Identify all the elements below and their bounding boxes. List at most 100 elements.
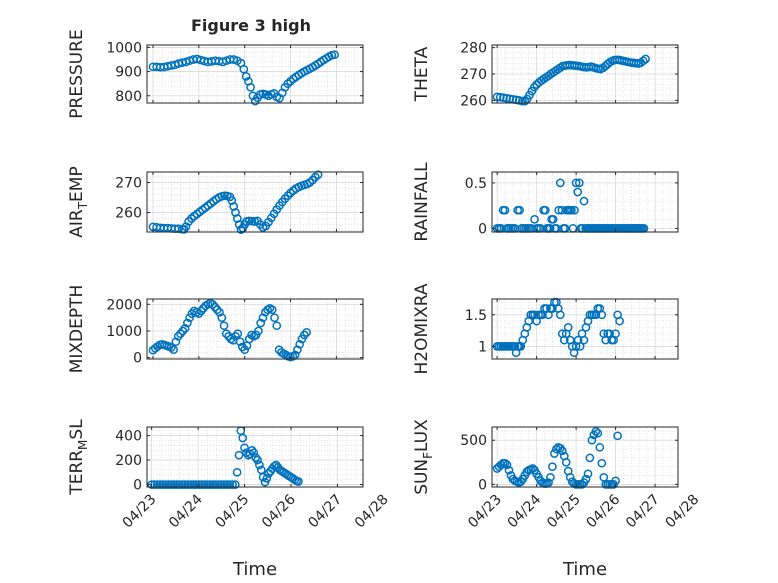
- data-point: [221, 329, 231, 339]
- data-point: [249, 448, 259, 458]
- data-point: [597, 310, 607, 320]
- data-point: [228, 480, 237, 489]
- data-point: [191, 480, 201, 489]
- y-tick-label: 1.5: [465, 308, 487, 324]
- data-point: [258, 313, 268, 323]
- data-point: [229, 202, 239, 211]
- data-point: [573, 187, 583, 197]
- data-point: [294, 477, 303, 486]
- data-point: [200, 480, 209, 489]
- data-point: [171, 337, 181, 347]
- data-point: [548, 462, 557, 472]
- x-axis-label: Time: [562, 559, 607, 580]
- data-point: [222, 480, 232, 489]
- axes-box: [491, 298, 679, 360]
- y-tick-label: 280: [460, 41, 487, 57]
- data-point: [500, 458, 510, 468]
- data-point: [641, 54, 650, 64]
- data-point: [240, 443, 249, 453]
- subplot-5: 0 1000 2000 MIXDEPTH: [67, 285, 364, 374]
- data-point: [557, 446, 567, 456]
- y-tick-label: 1000: [106, 324, 142, 340]
- data-point: [530, 214, 539, 224]
- data-point: [231, 331, 240, 341]
- data-point: [540, 205, 550, 215]
- y-tick-label: 400: [115, 429, 142, 445]
- y-tick-label: 2000: [106, 297, 142, 313]
- data-point: [177, 480, 187, 489]
- data-point: [161, 480, 170, 489]
- y-axis-label: H2OMIXRA: [412, 283, 432, 374]
- data-point: [295, 339, 305, 349]
- data-point: [587, 435, 597, 445]
- data-point: [183, 480, 193, 489]
- data-point: [175, 480, 184, 489]
- y-axis-label: MIXDEPTH: [67, 285, 87, 374]
- data-point: [330, 50, 339, 60]
- data-point: [505, 94, 515, 104]
- data-point: [563, 323, 573, 332]
- subplot-1: 800 900 1000 PRESSURE: [67, 29, 364, 119]
- data-point: [253, 455, 262, 465]
- data-point: [254, 326, 263, 336]
- axes-box: [146, 426, 364, 488]
- data-series: [492, 297, 624, 358]
- data-point: [219, 480, 229, 489]
- data-point: [293, 345, 302, 355]
- data-point: [155, 480, 165, 489]
- subplot-4: 0 0.5 RAINFALL: [412, 162, 679, 242]
- y-axis-label: TERRMSL: [67, 419, 90, 496]
- data-point: [208, 480, 218, 489]
- data-point: [203, 480, 212, 489]
- y-axis-label: THETA: [412, 46, 432, 102]
- data-series: [492, 54, 650, 106]
- data-series: [492, 427, 622, 489]
- data-point: [172, 480, 182, 489]
- data-point: [597, 458, 607, 468]
- y-tick-label: 1: [478, 339, 487, 355]
- data-point: [216, 480, 226, 489]
- data-point: [247, 445, 257, 455]
- data-point: [613, 431, 622, 441]
- data-point: [169, 480, 179, 489]
- data-point: [595, 442, 605, 452]
- data-point: [591, 427, 601, 436]
- data-point: [173, 331, 183, 341]
- data-point: [189, 480, 198, 489]
- subplot-3: 260 270 AIRTEMP: [67, 166, 364, 238]
- data-point: [262, 474, 272, 483]
- axes-box: [146, 171, 364, 233]
- data-point: [504, 465, 514, 475]
- data-point: [555, 178, 565, 188]
- subplot-6: 1 1.5 H2OMIXRA: [412, 283, 679, 375]
- data-point: [585, 453, 595, 463]
- data-point: [561, 457, 571, 467]
- data-point: [638, 56, 648, 66]
- axes-box: [146, 298, 364, 360]
- data-point: [495, 92, 505, 102]
- data-point: [313, 170, 323, 180]
- data-point: [571, 178, 581, 188]
- data-point: [500, 205, 510, 215]
- data-series: [148, 50, 339, 106]
- y-axis-label: AIRTEMP: [67, 166, 90, 237]
- data-point: [150, 480, 159, 489]
- data-point: [214, 480, 223, 489]
- data-point: [555, 310, 565, 320]
- data-point: [194, 480, 204, 489]
- data-series: [148, 298, 311, 362]
- data-point: [581, 474, 591, 484]
- data-point: [241, 72, 251, 81]
- y-tick-label: 270: [115, 176, 142, 192]
- figure-title: Figure 3 high: [191, 16, 311, 35]
- data-point: [574, 178, 584, 188]
- data-point: [211, 480, 221, 489]
- data-point: [234, 450, 244, 460]
- data-point: [232, 467, 242, 477]
- data-point: [166, 343, 176, 352]
- data-point: [186, 480, 196, 489]
- y-tick-label: 0.5: [465, 176, 487, 192]
- data-point: [552, 444, 561, 454]
